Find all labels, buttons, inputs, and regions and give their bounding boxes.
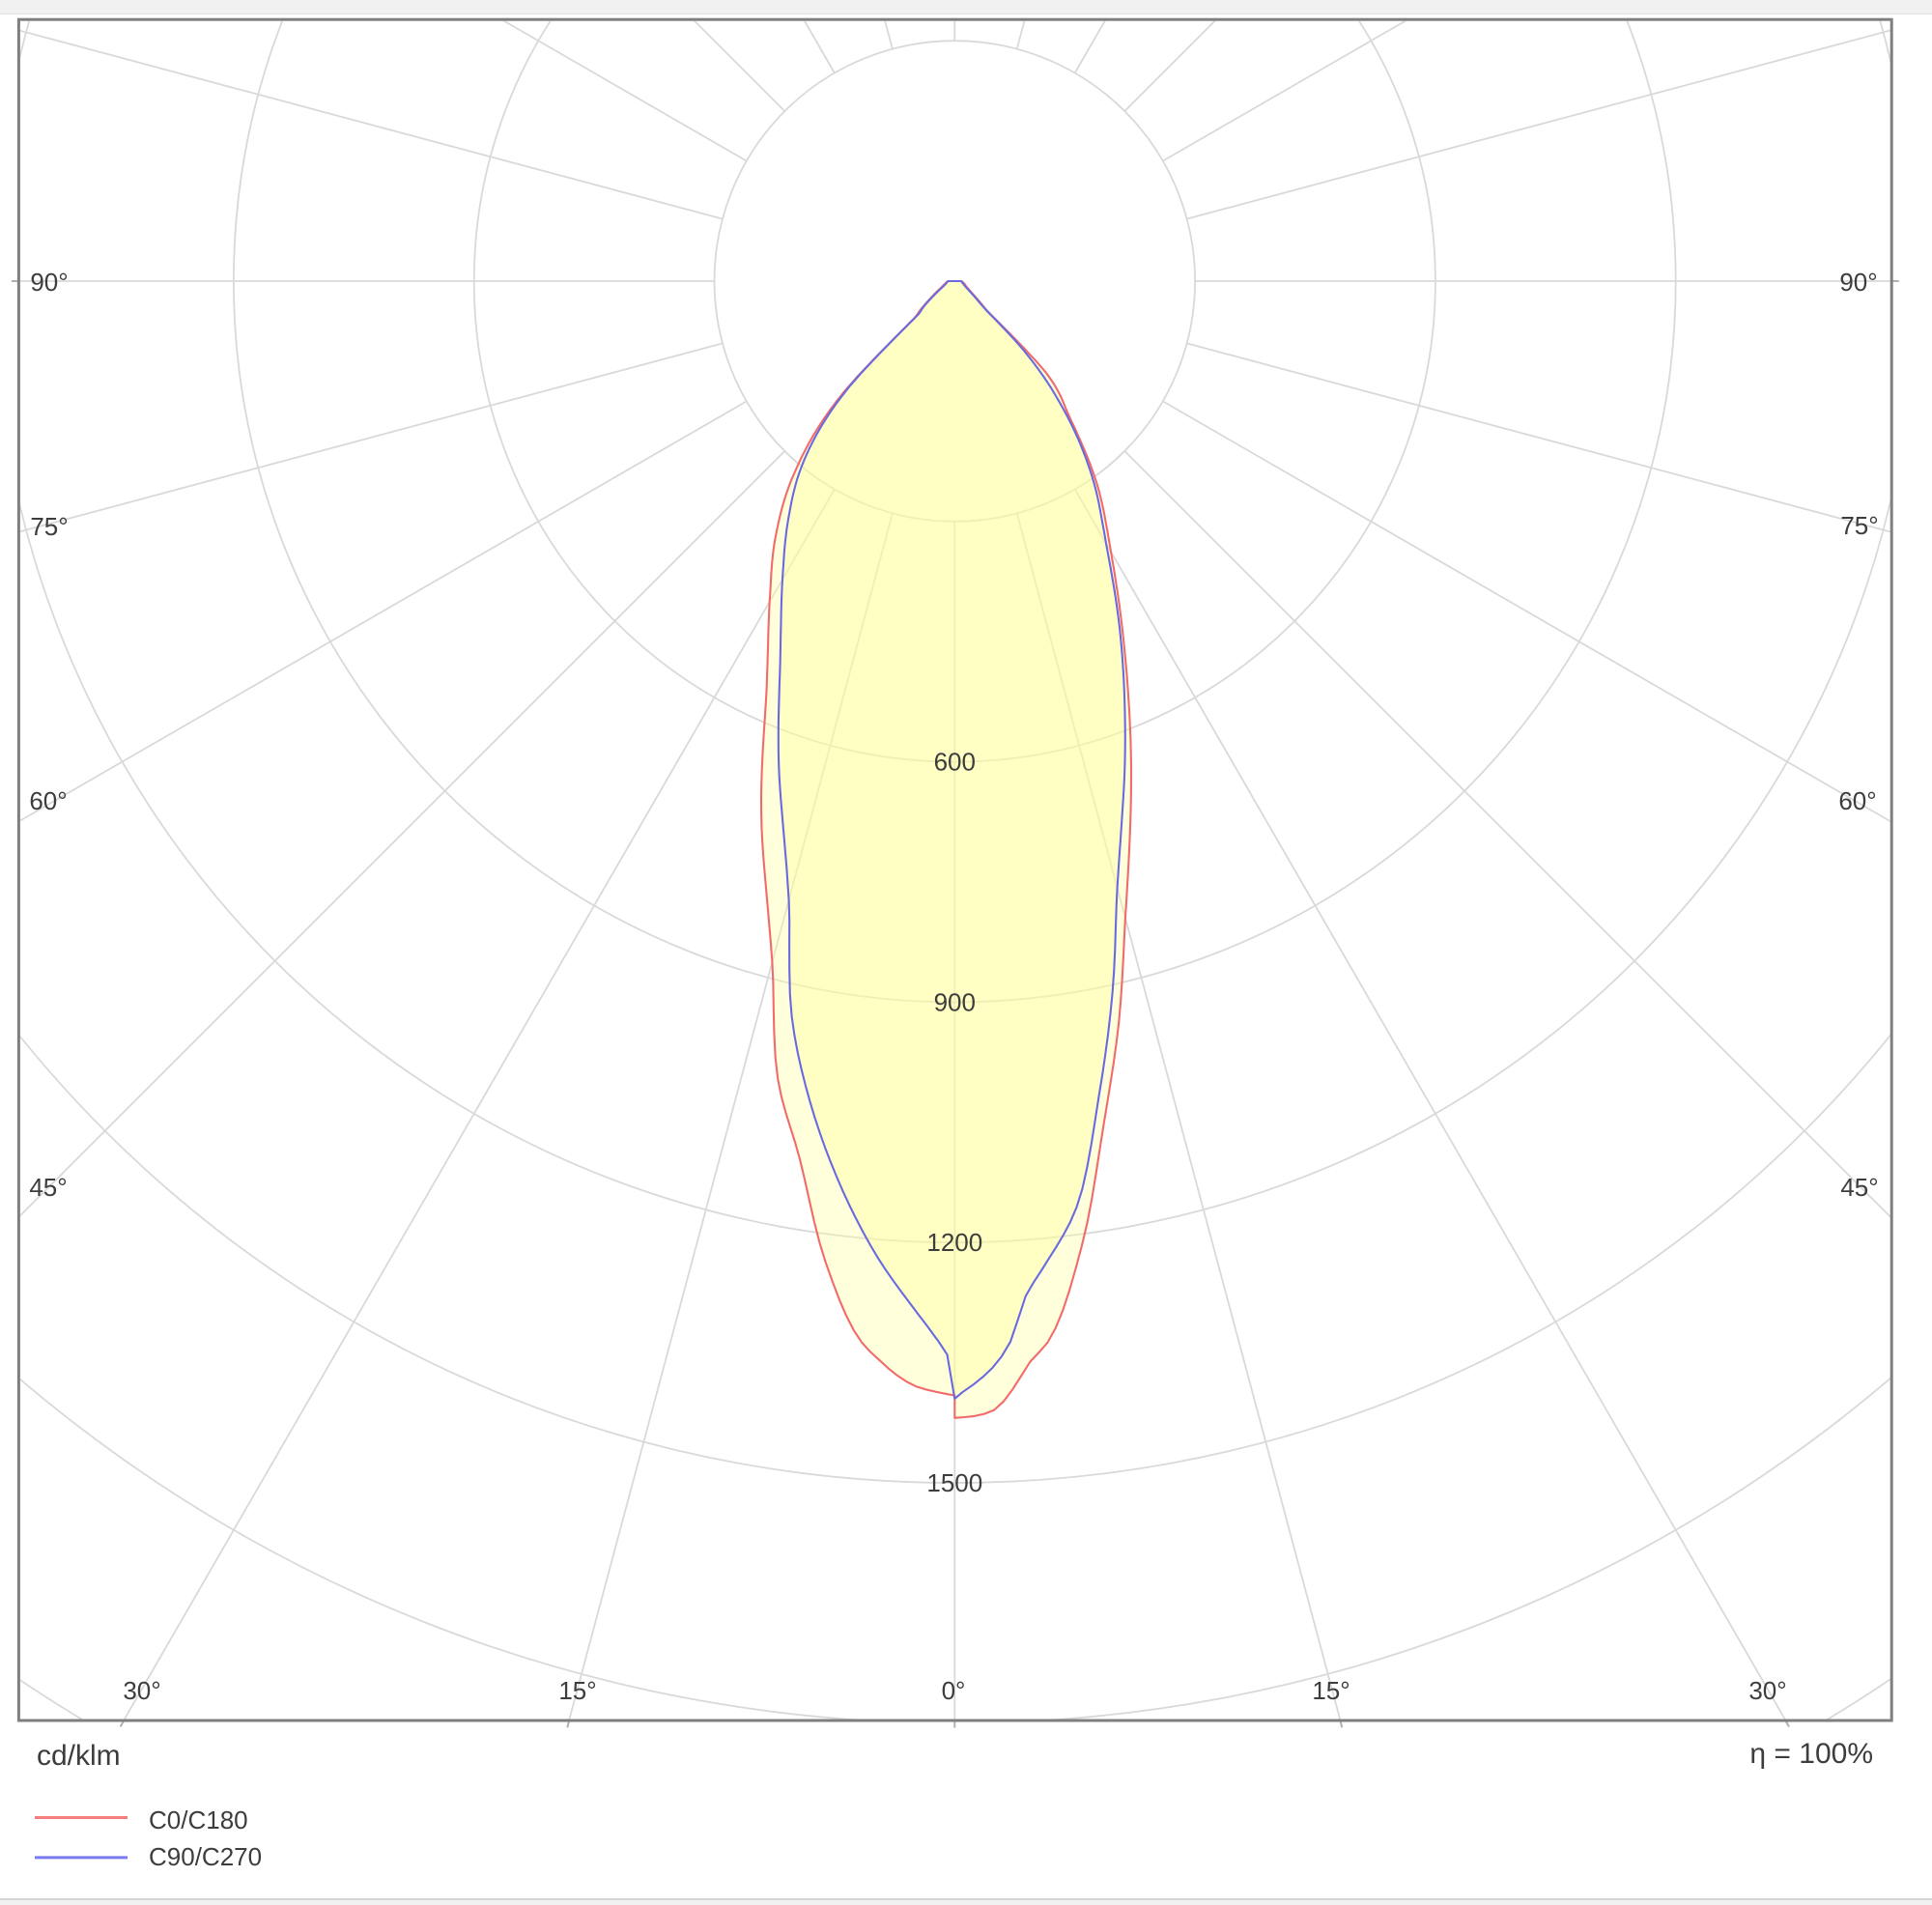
svg-text:75°: 75° bbox=[1840, 511, 1878, 540]
svg-text:η = 100%: η = 100% bbox=[1749, 1738, 1873, 1770]
svg-text:900: 900 bbox=[934, 987, 976, 1016]
svg-text:30°: 30° bbox=[123, 1676, 160, 1705]
svg-text:45°: 45° bbox=[1840, 1173, 1878, 1202]
svg-text:1200: 1200 bbox=[926, 1228, 982, 1257]
svg-text:30°: 30° bbox=[1748, 1676, 1786, 1705]
svg-text:C0/C180: C0/C180 bbox=[149, 1805, 248, 1834]
svg-text:1500: 1500 bbox=[926, 1468, 982, 1497]
svg-text:90°: 90° bbox=[1839, 268, 1877, 297]
svg-text:75°: 75° bbox=[30, 512, 68, 541]
svg-text:600: 600 bbox=[934, 748, 976, 777]
svg-text:45°: 45° bbox=[29, 1173, 67, 1202]
svg-text:15°: 15° bbox=[558, 1676, 596, 1705]
svg-text:90°: 90° bbox=[30, 268, 68, 297]
svg-text:15°: 15° bbox=[1312, 1676, 1350, 1705]
svg-text:C90/C270: C90/C270 bbox=[149, 1842, 262, 1871]
svg-text:60°: 60° bbox=[1838, 786, 1876, 815]
svg-text:0°: 0° bbox=[942, 1676, 966, 1705]
svg-text:60°: 60° bbox=[29, 786, 67, 815]
svg-text:cd/klm: cd/klm bbox=[37, 1740, 121, 1772]
